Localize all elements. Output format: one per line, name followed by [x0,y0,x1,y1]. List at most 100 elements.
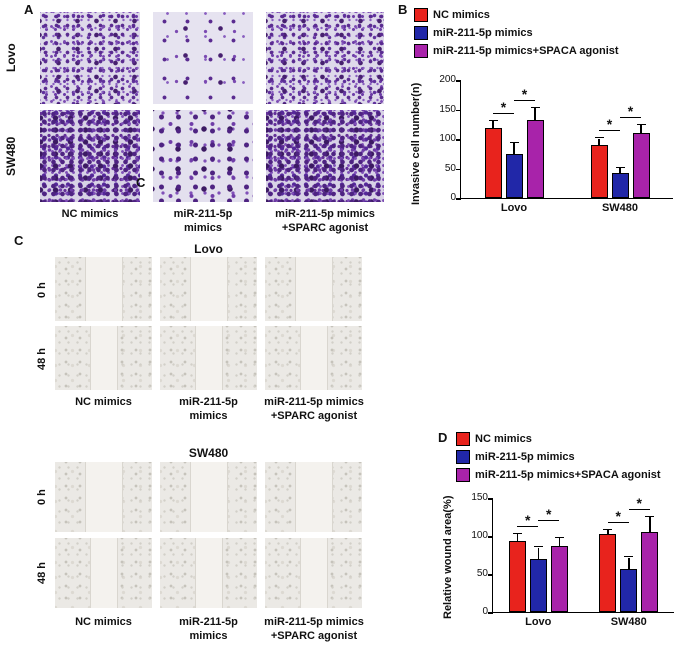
bar-lovo-series-2 [505,154,523,198]
significance-asterisk: * [500,99,507,115]
error-bar-cap [530,106,540,108]
micrograph-invasion-sw480-nc [40,110,140,202]
wound-scratch [89,538,119,608]
bar-sw480-series-3 [632,133,650,198]
legend-d-item-mir: miR-211-5p mimics [456,450,575,464]
error-bar-cap [509,141,519,143]
wound-scratch [85,257,123,321]
caption-c1-mir: miR-211-5p mimics [179,396,238,422]
legend-swatch-spaca [456,468,470,482]
row-label-lovo-48h: 48 h [36,348,48,371]
micrograph-invasion-sw480-mir [153,110,253,202]
x-category-label: SW480 [601,202,639,214]
significance-asterisk: * [627,103,634,119]
legend-d-item-nc: NC mimics [456,432,532,446]
error-bar [640,125,642,133]
wound-scratch [190,462,228,532]
error-bar [513,143,515,154]
panel-d-label: D [438,430,448,445]
micrograph-invasion-lovo-nc [40,12,140,104]
bar-lovo-series-1 [508,541,526,612]
significance-asterisk: * [636,495,642,511]
error-bar [558,538,560,546]
caption-c2-mir: miR-211-5p mimics [179,616,238,642]
y-tick-label: 50 [444,162,456,174]
error-bar-cap [594,136,604,138]
micrograph-invasion-lovo-sparc [266,12,384,104]
bar-sw480-series-3 [641,532,659,612]
x-category-label: Lovo [525,616,552,628]
legend-swatch-spaca [414,44,428,58]
caption-c1-sparc: miR-211-5p mimics +SPARC agonist [264,396,364,422]
significance-asterisk: * [615,508,621,524]
caption-a-nc: NC mimics [61,208,119,220]
y-tick-mark [488,612,493,614]
error-bar [598,139,600,145]
error-bar-cap [636,123,646,125]
error-bar [534,108,536,120]
legend-swatch-mir [456,450,470,464]
panel-a-row-label-sw480: SW480 [4,136,18,176]
legend-label-nc: NC mimics [433,9,490,21]
significance-line [517,525,539,527]
panel-a-label: A [24,2,34,17]
significance-line [514,99,535,101]
error-bar [516,534,518,541]
panel-c-label: C [14,233,24,248]
wound-sw480-0h-nc [55,462,152,532]
micrograph-invasion-sw480-sparc [266,110,384,202]
significance-line [607,521,629,523]
wound-scratch [89,326,119,390]
significance-line [538,519,560,521]
panel-c-artifact-label: C [136,175,146,190]
error-bar-cap [488,119,498,121]
y-tick-mark [488,498,493,500]
wound-scratch [194,538,224,608]
x-category-label: SW480 [610,616,647,628]
error-bar-cap [554,536,564,538]
invasion-bar-chart: 0 50 100 150 200 Lovo SW480 * * * * [439,74,673,214]
row-label-sw480-48h: 48 h [36,562,48,585]
panel-a-row-label-lovo: Lovo [4,43,18,73]
wound-bar-chart: 0 50 100 150 Lovo SW480 * * * * [471,492,674,628]
y-tick-label: 0 [450,192,456,203]
bar-lovo-series-3 [526,120,544,198]
y-tick-label: 100 [471,530,488,541]
bar-lovo-series-2 [529,559,547,612]
row-label-sw480-0h: 0 h [36,489,48,505]
wound-scratch [295,257,333,321]
error-bar [619,168,621,173]
bar-lovo-series-3 [550,546,568,612]
wound-sw480-48h-sparc [265,538,362,608]
wound-lovo-48h-nc [55,326,152,390]
legend-b-item-spaca: miR-211-5p mimics+SPACA agonist [414,44,619,58]
panel-c-title-lovo: Lovo [194,242,223,256]
invasion-chart-y-axis-label: Invasive cell number(n) [410,82,422,206]
error-bar [628,558,630,569]
wound-lovo-48h-sparc [265,326,362,390]
y-tick-label: 200 [439,74,456,85]
significance-line [628,508,650,510]
y-tick-mark [456,139,461,141]
legend-swatch-mir [414,26,428,40]
legend-label-mir: miR-211-5p mimics [475,451,575,463]
error-bar-cap [533,545,543,547]
legend-d-item-spaca: miR-211-5p mimics+SPACA agonist [456,468,661,482]
legend-label-spaca: miR-211-5p mimics+SPACA agonist [475,469,661,481]
row-label-lovo-0h: 0 h [36,282,48,298]
legend-b-item-mir: miR-211-5p mimics [414,26,533,40]
bar-sw480-series-2 [611,173,629,198]
y-tick-mark [456,80,461,82]
significance-asterisk: * [525,512,531,528]
significance-line [599,129,620,131]
caption-c1-nc: NC mimics [75,396,132,408]
wound-scratch [194,326,224,390]
wound-scratch [299,326,329,390]
error-bar-cap [624,555,634,557]
wound-scratch [295,462,333,532]
y-tick-label: 0 [482,606,488,617]
wound-sw480-48h-mir [160,538,257,608]
error-bar [649,517,651,532]
caption-c2-sparc: miR-211-5p mimics +SPARC agonist [264,616,364,642]
